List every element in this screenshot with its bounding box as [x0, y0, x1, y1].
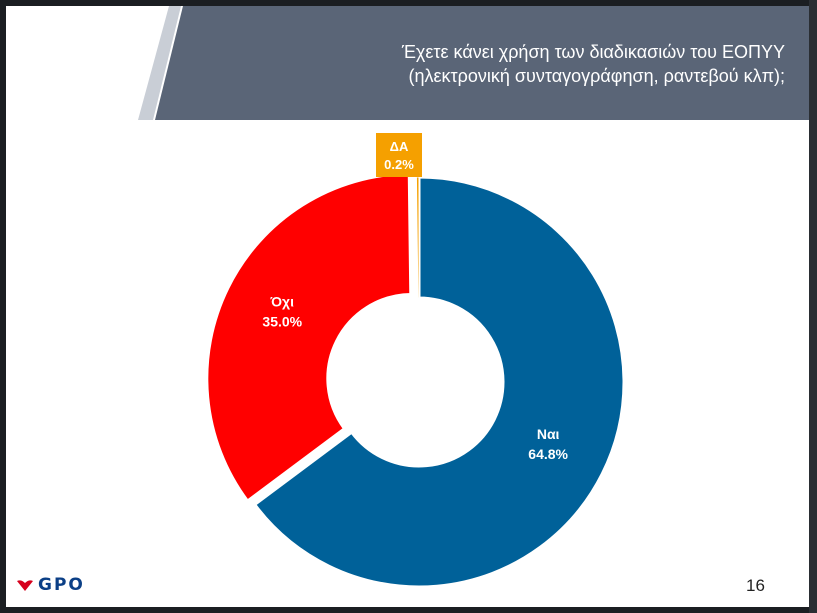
slice-value-oxi: 35.0% — [262, 313, 302, 329]
donut-labels: Ναι 64.8% Όχι 35.0% ΔΑ 0.2% — [262, 133, 569, 462]
gpo-logo-mark-icon — [17, 580, 33, 591]
gpo-logo: GPO — [16, 574, 85, 596]
title-band-background — [155, 6, 809, 120]
gpo-logo-text: GPO — [38, 575, 85, 595]
slice-value-da: 0.2% — [384, 157, 414, 172]
slide: Έχετε κάνει χρήση των διαδικασιών του ΕΟ… — [6, 6, 809, 607]
donut-chart: Ναι 64.8% Όχι 35.0% ΔΑ 0.2% — [205, 133, 626, 589]
slice-label-da: ΔΑ — [390, 139, 409, 154]
page-number: 16 — [746, 576, 765, 595]
slide-title-line-1: Έχετε κάνει χρήση των διαδικασιών του ΕΟ… — [401, 42, 785, 62]
slide-title: Έχετε κάνει χρήση των διαδικασιών του ΕΟ… — [225, 40, 785, 88]
donut-slice-1 — [205, 171, 413, 504]
donut-slice-0 — [252, 175, 626, 589]
donut-slices — [205, 171, 626, 589]
slice-label-oxi: Όχι — [270, 293, 295, 309]
donut-slice-2 — [415, 176, 420, 299]
slice-label-nai: Ναι — [537, 426, 560, 442]
slide-title-line-2: (ηλεκτρονική συνταγογράφηση, ραντεβού κλ… — [408, 66, 785, 86]
slice-value-nai: 64.8% — [528, 446, 568, 462]
title-band-accent-stripe — [138, 6, 181, 120]
window-edge — [809, 0, 817, 613]
title-band — [138, 6, 809, 120]
callout-box-da — [376, 133, 422, 177]
